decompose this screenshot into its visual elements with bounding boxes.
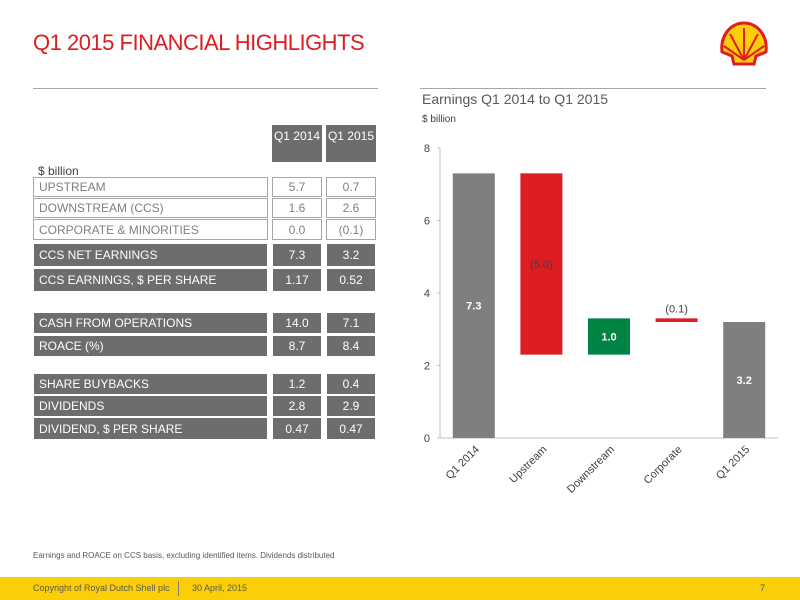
row-label: CCS NET EARNINGS	[33, 243, 268, 267]
row-label: CORPORATE & MINORITIES	[33, 219, 268, 240]
cell-value: 7.1	[326, 312, 376, 334]
cell-value: 2.9	[326, 395, 376, 417]
x-tick-label: Upstream	[507, 444, 549, 486]
data-label: (0.1)	[665, 303, 688, 315]
cell-value: (0.1)	[326, 219, 376, 240]
cell-value: 0.0	[272, 219, 322, 240]
slide-title: Q1 2015 FINANCIAL HIGHLIGHTS	[33, 30, 365, 55]
data-label: 7.3	[466, 301, 481, 313]
y-tick-label: 0	[424, 433, 430, 445]
cell-value: 1.17	[272, 268, 322, 292]
chart: Earnings Q1 2014 to Q1 2015 $ billion 0 2…	[422, 91, 778, 496]
bar	[655, 318, 698, 322]
data-label: 1.0	[601, 332, 616, 344]
divider	[420, 88, 766, 89]
separator	[178, 581, 179, 596]
column-header: Q1 2014	[272, 125, 322, 162]
row-label: DIVIDEND, $ PER SHARE	[33, 417, 268, 440]
cell-value: 8.4	[326, 335, 376, 357]
x-tick-label: Q1 2015	[714, 444, 752, 482]
row-label: CCS EARNINGS, $ PER SHARE	[33, 268, 268, 292]
cell-value: 14.0	[272, 312, 322, 334]
y-tick-label: 6	[424, 216, 430, 228]
date: 30 April, 2015	[192, 583, 248, 593]
row-label: ROACE (%)	[33, 335, 268, 357]
cell-value: 1.6	[272, 198, 322, 218]
cell-value: 3.2	[326, 243, 376, 267]
chart-subtitle: $ billion	[422, 114, 456, 125]
row-label: CASH FROM OPERATIONS	[33, 312, 268, 334]
footer-bar: Copyright of Royal Dutch Shell plc 30 Ap…	[0, 577, 800, 600]
bar	[452, 173, 495, 438]
data-label: (5.0)	[530, 259, 553, 271]
row-label: UPSTREAM	[33, 177, 268, 197]
data-label: 3.2	[737, 375, 752, 387]
row-label: DIVIDENDS	[33, 395, 268, 417]
y-tick-label: 4	[424, 288, 430, 300]
shell-logo	[720, 21, 768, 66]
cell-value: 2.8	[272, 395, 322, 417]
cell-value: 0.47	[272, 417, 322, 440]
cell-value: 5.7	[272, 177, 322, 197]
y-tick-label: 8	[424, 143, 430, 155]
x-tick-label: Q1 2014	[444, 444, 482, 482]
y-tick-label: 2	[424, 361, 430, 373]
cell-value: 0.52	[326, 268, 376, 292]
x-tick-label: Corporate	[642, 444, 685, 487]
cell-value: 1.2	[272, 373, 322, 395]
bar	[588, 318, 630, 355]
cell-value: 2.6	[326, 198, 376, 218]
row-label: SHARE BUYBACKS	[33, 373, 268, 395]
cell-value: 8.7	[272, 335, 322, 357]
page-number: 7	[760, 583, 766, 593]
cell-value: 7.3	[272, 243, 322, 267]
copyright: Copyright of Royal Dutch Shell plc	[33, 583, 170, 593]
footnote: Earnings and ROACE on CCS basis, excludi…	[33, 551, 335, 560]
bar	[723, 322, 766, 438]
divider	[33, 88, 378, 89]
x-tick-label: Downstream	[565, 444, 617, 496]
table-unit: $ billion	[38, 164, 79, 178]
bar	[520, 173, 563, 355]
row-label: DOWNSTREAM (CCS)	[33, 198, 268, 218]
chart-title: Earnings Q1 2014 to Q1 2015	[422, 91, 608, 107]
column-header: Q1 2015	[326, 125, 376, 162]
cell-value: 0.7	[326, 177, 376, 197]
cell-value: 0.47	[326, 417, 376, 440]
cell-value: 0.4	[326, 373, 376, 395]
